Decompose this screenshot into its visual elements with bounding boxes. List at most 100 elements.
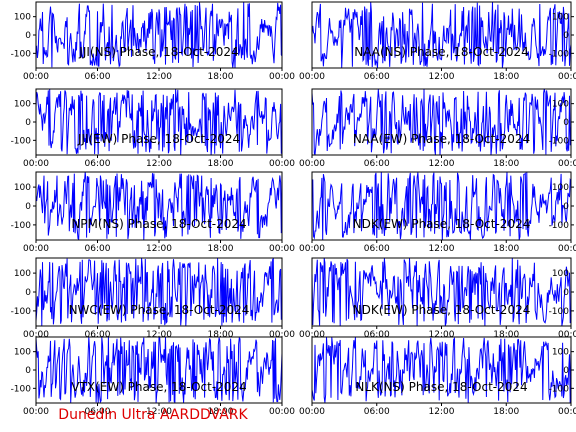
chart-title: NDK(EW) Phase, 18-Oct-2024 bbox=[353, 217, 531, 231]
y-tick-label: 100 bbox=[552, 183, 569, 193]
x-tick-label: 00:00 bbox=[23, 330, 49, 340]
y-tick-label: 100 bbox=[14, 348, 31, 358]
chart-title: NDK(EW) Phase, 18-Oct-2024 bbox=[353, 303, 531, 317]
x-tick-label: 00:00 bbox=[558, 159, 576, 169]
x-tick-label: 06:00 bbox=[85, 407, 111, 417]
y-tick-label: 0 bbox=[563, 202, 569, 212]
y-tick-label: -100 bbox=[11, 49, 32, 59]
x-tick-label: 06:00 bbox=[364, 159, 390, 169]
y-tick-label: 0 bbox=[563, 118, 569, 128]
y-tick-label: 100 bbox=[552, 100, 569, 110]
footer-label: Dunedin Ultra AARDDVARK bbox=[58, 407, 248, 423]
x-tick-label: 18:00 bbox=[493, 330, 519, 340]
y-tick-label: -100 bbox=[11, 221, 32, 231]
chart-panel-9: 100 0 -100 00:00 06:00 12:00 18:00 00:00 VTX(EW)… bbox=[11, 336, 295, 417]
chart-panel-10: 100 0 -100 00:00 06:00 12:00 18:00 00:00 NLK(NS)… bbox=[299, 336, 576, 417]
chart-title: JJI(NS) Phase, 18-Oct-2024 bbox=[78, 45, 238, 59]
x-tick-label: 00:00 bbox=[269, 159, 295, 169]
x-tick-label: 18:00 bbox=[208, 159, 234, 169]
x-tick-label: 12:00 bbox=[429, 330, 455, 340]
y-tick-label: 100 bbox=[552, 348, 569, 358]
y-tick-label: 100 bbox=[552, 13, 569, 23]
chart-panel-7: 100 0 -100 00:00 06:00 12:00 18:00 00:00 NWC(EW)… bbox=[11, 257, 295, 340]
chart-panel-4: 100 0 -100 00:00 06:00 12:00 18:00 00:00 NAA(EW)… bbox=[299, 88, 576, 169]
x-tick-label: 06:00 bbox=[85, 159, 111, 169]
x-tick-label: 18:00 bbox=[208, 330, 234, 340]
chart-title: JJI(EW) Phase, 18-Oct-2024 bbox=[77, 132, 240, 146]
series-line bbox=[36, 172, 282, 240]
x-tick-label: 00:00 bbox=[299, 72, 325, 82]
x-tick-label: 00:00 bbox=[558, 244, 576, 254]
series-line bbox=[36, 258, 282, 326]
y-tick-label: 100 bbox=[552, 269, 569, 279]
x-tick-label: 00:00 bbox=[558, 72, 576, 82]
chart-title: NPM(NS) Phase, 18-Oct-2024 bbox=[71, 217, 246, 231]
y-tick-label: 100 bbox=[14, 269, 31, 279]
x-tick-label: 12:00 bbox=[429, 407, 455, 417]
x-tick-label: 00:00 bbox=[299, 407, 325, 417]
x-tick-label: 18:00 bbox=[493, 244, 519, 254]
y-tick-label: 0 bbox=[25, 31, 31, 41]
chart-title: NWC(EW) Phase, 18-Oct-2024 bbox=[69, 303, 250, 317]
y-tick-label: -100 bbox=[549, 307, 570, 317]
chart-title: NAA(EW) Phase, 18-Oct-2024 bbox=[353, 132, 530, 146]
y-tick-label: 0 bbox=[563, 288, 569, 298]
x-tick-label: 06:00 bbox=[85, 330, 111, 340]
chart-title: VTX(EW) Phase, 18-Oct-2024 bbox=[71, 380, 246, 394]
series-line bbox=[36, 89, 282, 155]
y-tick-label: 0 bbox=[25, 202, 31, 212]
x-tick-label: 06:00 bbox=[364, 72, 390, 82]
x-tick-label: 18:00 bbox=[208, 407, 234, 417]
x-tick-label: 00:00 bbox=[23, 407, 49, 417]
x-tick-label: 06:00 bbox=[364, 244, 390, 254]
chart-title: NLK(NS) Phase, 18-Oct-2024 bbox=[355, 380, 527, 394]
y-tick-label: 0 bbox=[563, 31, 569, 41]
x-tick-label: 00:00 bbox=[23, 244, 49, 254]
y-tick-label: -100 bbox=[11, 136, 32, 146]
series-line bbox=[312, 2, 571, 68]
x-tick-label: 18:00 bbox=[208, 72, 234, 82]
x-tick-label: 12:00 bbox=[146, 330, 172, 340]
y-tick-label: 0 bbox=[25, 288, 31, 298]
chart-panel-1: 100 0 -100 00:00 06:00 12:00 18:00 00:00 JJI(NS)… bbox=[11, 1, 295, 82]
x-tick-label: 06:00 bbox=[85, 72, 111, 82]
chart-panel-2: 100 0 -100 00:00 06:00 12:00 18:00 00:00 NAA(NS)… bbox=[299, 1, 576, 82]
series-line bbox=[36, 2, 282, 68]
series-line bbox=[312, 89, 571, 155]
y-tick-label: 0 bbox=[563, 366, 569, 376]
x-tick-label: 00:00 bbox=[269, 330, 295, 340]
x-tick-label: 00:00 bbox=[558, 407, 576, 417]
x-tick-label: 00:00 bbox=[299, 159, 325, 169]
x-tick-label: 18:00 bbox=[208, 244, 234, 254]
chart-panel-3: 100 0 -100 00:00 06:00 12:00 18:00 00:00 JJI(EW)… bbox=[11, 88, 295, 169]
y-tick-label: 100 bbox=[14, 183, 31, 193]
x-tick-label: 12:00 bbox=[146, 72, 172, 82]
series-line bbox=[312, 337, 571, 403]
x-tick-label: 06:00 bbox=[364, 330, 390, 340]
y-tick-label: 0 bbox=[25, 118, 31, 128]
chart-panel-6: 100 0 -100 00:00 06:00 12:00 18:00 00:00 NDK(EW)… bbox=[299, 171, 576, 254]
x-tick-label: 06:00 bbox=[364, 407, 390, 417]
y-tick-label: 100 bbox=[14, 100, 31, 110]
y-tick-label: -100 bbox=[11, 307, 32, 317]
x-tick-label: 18:00 bbox=[493, 159, 519, 169]
x-tick-label: 00:00 bbox=[299, 244, 325, 254]
chart-title: NAA(NS) Phase, 18-Oct-2024 bbox=[354, 45, 529, 59]
x-tick-label: 00:00 bbox=[269, 407, 295, 417]
x-tick-label: 00:00 bbox=[23, 72, 49, 82]
chart-panel-8: 100 0 -100 00:00 06:00 12:00 18:00 00:00 NDK(EW)… bbox=[299, 257, 576, 340]
x-tick-label: 18:00 bbox=[493, 72, 519, 82]
x-tick-label: 00:00 bbox=[269, 72, 295, 82]
y-tick-label: -100 bbox=[549, 221, 570, 231]
y-tick-label: -100 bbox=[11, 384, 32, 394]
x-tick-label: 06:00 bbox=[85, 244, 111, 254]
x-tick-label: 00:00 bbox=[558, 330, 576, 340]
x-tick-label: 12:00 bbox=[146, 244, 172, 254]
x-tick-label: 12:00 bbox=[146, 407, 172, 417]
x-tick-label: 12:00 bbox=[146, 159, 172, 169]
y-tick-label: -100 bbox=[549, 384, 570, 394]
y-tick-label: 100 bbox=[14, 13, 31, 23]
x-tick-label: 18:00 bbox=[493, 407, 519, 417]
x-tick-label: 12:00 bbox=[429, 72, 455, 82]
